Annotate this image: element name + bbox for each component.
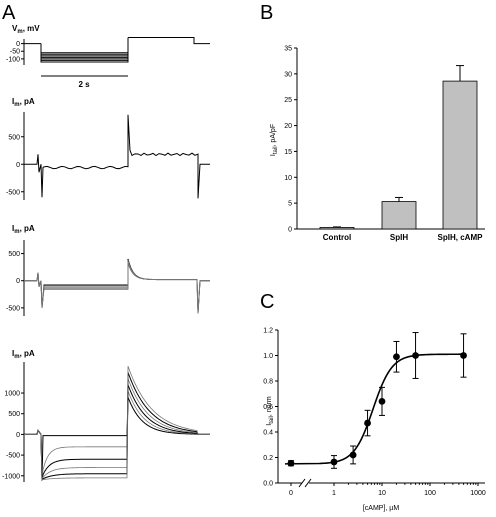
b-ytick-label-3: 15 bbox=[284, 149, 292, 156]
c-ytick-label-5: 1.0 bbox=[263, 353, 273, 360]
a-ytick-label-0-0: 0 bbox=[16, 41, 20, 48]
c-xtick-label-4: 1000 bbox=[470, 490, 486, 497]
c-fit-curve bbox=[284, 353, 464, 465]
current-ylabel-3: Im, pA bbox=[12, 349, 35, 360]
b-ytick-label-2: 10 bbox=[284, 175, 292, 182]
b-category-label-0: Control bbox=[323, 233, 351, 242]
c-xlabel: [cAMP], µM bbox=[363, 505, 399, 512]
a-ytick-label-0-1: -50 bbox=[10, 49, 20, 56]
b-ytick-label-1: 5 bbox=[288, 201, 292, 208]
c-point-2 bbox=[349, 451, 357, 459]
panel-c: Itail, norm [cAMP], µM 0.0 0.2 0.4 0.6 0.8 1.… bbox=[263, 328, 486, 513]
panel-label-c: C bbox=[260, 291, 274, 313]
current-trace-3-sweep-3 bbox=[24, 378, 210, 481]
current-trace-panel-2: Im, pA 500 0 -500 bbox=[6, 224, 210, 316]
a-ytick-label-2-1: 0 bbox=[16, 278, 20, 285]
a-ytick-label-3-4: -1000 bbox=[2, 473, 20, 480]
voltage-trace-panel: Vm, mV 0-50-100 2 s bbox=[6, 24, 210, 89]
c-point-7 bbox=[460, 352, 467, 359]
current-trace-3-sweep-5 bbox=[24, 366, 210, 481]
voltage-step-0 bbox=[40, 37, 129, 54]
c-xtick-label-2: 10 bbox=[378, 490, 386, 497]
current-trace-3-sweep-2 bbox=[24, 384, 210, 481]
current-ylabel-2: Im, pA bbox=[12, 224, 35, 235]
current-trace-3-sweep-1 bbox=[24, 390, 210, 480]
post-step-trace bbox=[128, 36, 210, 45]
c-point-5 bbox=[393, 353, 400, 361]
a-ytick-label-3-1: 500 bbox=[8, 411, 20, 418]
a-ytick-label-1-2: -500 bbox=[6, 189, 20, 196]
current-trace-3-sweep-4 bbox=[24, 372, 210, 482]
voltage-ylabel: Vm, mV bbox=[12, 24, 40, 35]
c-point-0 bbox=[287, 459, 295, 467]
current-trace-2-sweep-4 bbox=[24, 263, 210, 314]
panel-label-a: A bbox=[2, 2, 16, 24]
voltage-step-6 bbox=[40, 37, 129, 63]
current-ylabel-1: Im, pA bbox=[12, 97, 35, 108]
a-ytick-label-0-2: -100 bbox=[6, 56, 20, 63]
panel-b: Itail, pA/pF 0 5 10 15 20 25 30 35 Control SpIH S… bbox=[270, 46, 485, 242]
b-bar-0 bbox=[319, 227, 355, 230]
c-axis-break-mark-2 bbox=[304, 478, 312, 488]
c-xtick-label-3: 100 bbox=[424, 490, 436, 497]
c-ytick-label-1: 0.2 bbox=[263, 455, 273, 462]
c-ytick-label-0: 0.0 bbox=[263, 481, 273, 488]
c-ylabel: Itail, norm bbox=[266, 396, 275, 426]
time-scale-label: 2 s bbox=[78, 80, 90, 89]
b-ytick-label-5: 25 bbox=[284, 97, 292, 104]
c-ytick-label-4: 0.8 bbox=[263, 379, 273, 386]
b-ytick-label-4: 20 bbox=[284, 123, 292, 130]
c-ytick-label-3: 0.6 bbox=[263, 404, 273, 411]
current-trace-2-sweep-2 bbox=[24, 261, 210, 314]
a-ytick-label-2-2: -500 bbox=[6, 305, 20, 312]
b-bar-2 bbox=[442, 80, 478, 230]
c-xtick-label-0: 0 bbox=[289, 490, 293, 497]
c-xtick-label-1: 1 bbox=[332, 490, 336, 497]
panel-label-b: B bbox=[260, 2, 273, 24]
c-point-3 bbox=[364, 419, 371, 427]
voltage-step-1 bbox=[40, 37, 129, 55]
c-ytick-label-2: 0.4 bbox=[263, 430, 273, 437]
current-trace-2-sweep-1 bbox=[24, 259, 210, 314]
current-trace-panel-1: Im, pA 500 0 -500 bbox=[6, 97, 210, 200]
b-bar-1 bbox=[381, 201, 417, 230]
b-ytick-label-7: 35 bbox=[284, 46, 292, 53]
c-point-4 bbox=[378, 398, 386, 405]
c-point-1 bbox=[330, 458, 338, 466]
b-ylabel: Itail, pA/pF bbox=[270, 124, 279, 156]
b-ytick-label-0: 0 bbox=[288, 227, 292, 234]
current-trace-1 bbox=[24, 114, 210, 199]
b-category-label-1: SpIH bbox=[390, 233, 408, 242]
current-trace-panel-3: Im, pA 1000 500 0 -500 -1000 bbox=[2, 349, 210, 482]
a-ytick-label-3-3: -500 bbox=[6, 453, 20, 460]
current-trace-3-sweep-0 bbox=[24, 396, 210, 480]
current-trace-2-sweep-3 bbox=[24, 262, 210, 314]
a-ytick-label-1-0: 500 bbox=[8, 134, 20, 141]
a-ytick-label-2-0: 500 bbox=[8, 251, 20, 258]
a-ytick-label-1-1: 0 bbox=[16, 162, 20, 169]
b-category-label-2: SpIH, cAMP bbox=[438, 233, 484, 242]
b-ytick-label-6: 30 bbox=[284, 71, 292, 78]
a-ytick-label-3-0: 1000 bbox=[4, 391, 20, 398]
c-ytick-label-6: 1.2 bbox=[263, 328, 273, 335]
a-ytick-label-3-2: 0 bbox=[16, 432, 20, 439]
c-axis-break-mark-1 bbox=[298, 478, 306, 488]
c-point-6 bbox=[412, 352, 419, 359]
